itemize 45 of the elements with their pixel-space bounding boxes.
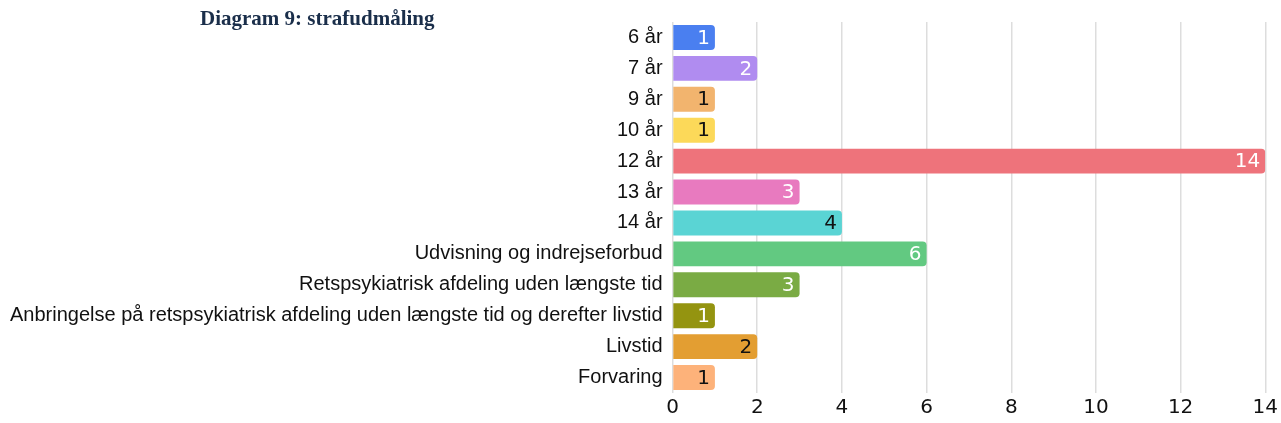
bar [673,179,800,205]
text: Diagram 9: strafudmåling [200,6,435,31]
x-tick-label: 2 [750,394,764,419]
bar [673,117,715,143]
bar [673,272,800,298]
data-label: 3 [781,179,795,204]
x-tick-label: 10 [1083,394,1109,419]
bar [673,334,758,360]
bar [673,24,715,50]
bar [673,210,842,236]
y-tick-label: 13 år [616,179,663,202]
x-tick-label: 4 [835,394,849,419]
bar [673,241,927,267]
data-label: 3 [781,271,795,296]
data-label: 6 [908,241,922,266]
x-tick-label: 8 [1004,394,1018,419]
y-tick-label: Forvaring [578,365,663,388]
bar [673,86,715,112]
y-tick-label: Livstid [605,334,663,357]
y-tick-label: 9 år [628,86,663,109]
data-label: 2 [739,333,753,358]
y-tick-label: 14 år [616,210,663,233]
x-tick-label: 12 [1167,394,1194,419]
y-tick-label: Udvisning og indrejseforbud [414,241,663,264]
data-label: 4 [824,210,837,235]
x-tick-label: 14 [1252,394,1278,419]
x-tick-label: 6 [920,394,933,419]
y-tick-label: Anbringelse på retspsykiatrisk afdeling uden længste tid og derefter livstid [10,303,663,326]
y-tick-label: 6 år [628,24,663,47]
bar [673,303,715,329]
data-label: 1 [697,117,710,142]
y-tick-label: 10 år [616,117,663,140]
data-label: 1 [697,364,710,389]
data-label: 1 [697,86,710,111]
x-tick-label: 0 [666,394,679,419]
data-label: 2 [739,55,753,80]
bar [673,148,1266,174]
bar [673,365,715,391]
data-label: 14 [1234,148,1261,173]
y-tick-label: Retspsykiatrisk afdeling uden længste tid [299,272,663,295]
y-tick-label: 7 år [628,55,663,78]
data-label: 1 [697,302,710,327]
data-label: 1 [697,24,710,49]
bar [673,55,758,81]
y-tick-label: 12 år [616,148,663,171]
